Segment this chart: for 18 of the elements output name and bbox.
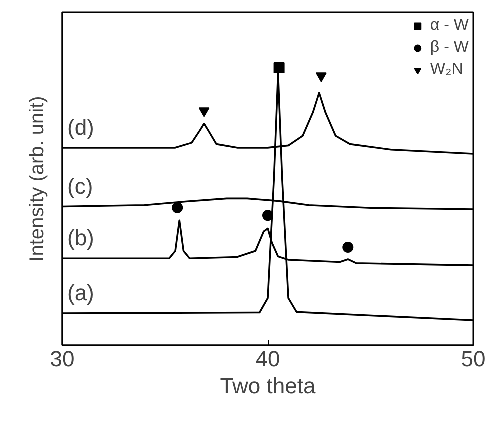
x-axis-title: Two theta [220, 374, 316, 398]
x-tick-label: 40 [256, 346, 280, 372]
point [316, 72, 327, 82]
point [342, 242, 354, 254]
legend-label: W₂N [430, 61, 464, 79]
y-axis-title: Intensity (arb. unit) [26, 96, 48, 262]
annotation: (b) [68, 226, 94, 251]
annotation: (c) [68, 174, 94, 199]
legend-label: β - W [430, 39, 469, 57]
x-tick-label: 50 [461, 346, 486, 372]
point [172, 202, 184, 214]
annotation: (d) [68, 114, 94, 140]
legend-label: α - W [430, 17, 469, 35]
annotation: (a) [68, 280, 94, 306]
point [198, 108, 210, 118]
point [274, 62, 285, 74]
point [262, 210, 274, 222]
x-tick-label: 30 [50, 346, 75, 372]
